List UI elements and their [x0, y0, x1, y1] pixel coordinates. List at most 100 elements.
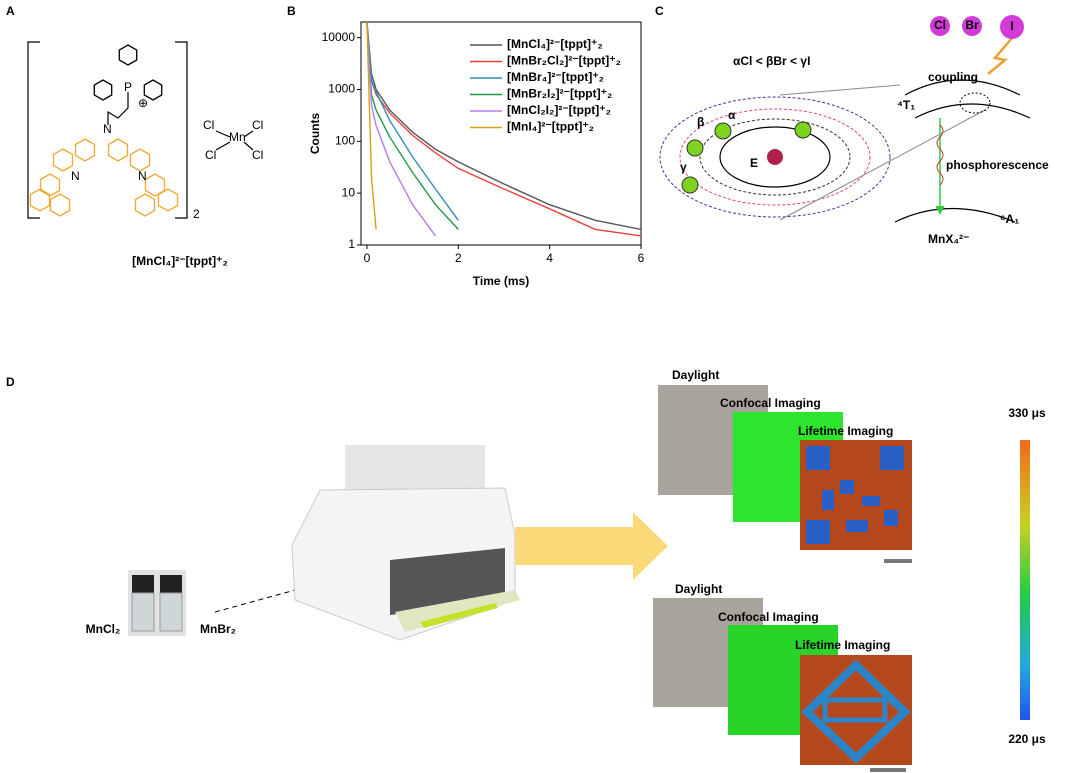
- chain: [107, 92, 129, 125]
- ring: [129, 148, 151, 172]
- coupling-site: [959, 92, 991, 114]
- vial-cap: [160, 575, 182, 593]
- halide: [930, 16, 950, 36]
- charge: ⊕: [138, 96, 148, 110]
- atom: Cl: [252, 148, 263, 162]
- atom: Cl: [252, 118, 263, 132]
- label: MnX₄²⁻: [928, 232, 969, 246]
- image-label: Lifetime Imaging: [798, 424, 893, 438]
- scale-bar: [884, 559, 912, 563]
- x-tick-label: 2: [455, 251, 462, 265]
- image-label: Confocal Imaging: [720, 396, 821, 410]
- ring: [29, 188, 51, 212]
- count: 2: [193, 207, 200, 221]
- atom: N: [103, 122, 112, 136]
- halide-label: I: [1010, 19, 1013, 33]
- printer-accent: [420, 603, 498, 628]
- decay-line: [366, 21, 437, 237]
- ring: [74, 138, 96, 162]
- vial: [159, 592, 183, 632]
- image-label: Daylight: [675, 582, 722, 596]
- vial-cap: [132, 575, 154, 593]
- label: β: [697, 115, 704, 129]
- panel-a: [27, 41, 254, 219]
- orbit: [679, 108, 871, 206]
- halide: [962, 16, 982, 36]
- pattern: [801, 659, 911, 764]
- label: ⁶A₁: [1000, 212, 1019, 226]
- ring: [93, 79, 113, 101]
- caption: [MnCl₄]²⁻[tppt]⁺₂: [132, 254, 228, 268]
- panel-label: D: [6, 375, 15, 389]
- halide-label: Br: [965, 18, 979, 32]
- energy-level: [894, 79, 1031, 223]
- coupling-arrow: [987, 37, 1013, 75]
- image-label: Daylight: [672, 368, 719, 382]
- atom: Mn: [229, 130, 246, 144]
- ring: [49, 193, 71, 217]
- y-tick-label: 10: [342, 185, 356, 199]
- nucleus: [767, 149, 783, 165]
- lifetime-image: [800, 655, 912, 765]
- arrowhead: [935, 205, 945, 216]
- atom: Cl: [205, 148, 216, 162]
- pattern: [822, 697, 888, 723]
- halide: [1000, 15, 1024, 39]
- y-axis-label: Counts: [308, 113, 322, 155]
- label: phosphorescence: [946, 158, 1049, 172]
- ring: [144, 173, 166, 197]
- solution-label: MnBr₂: [200, 622, 236, 636]
- x-tick-label: 4: [546, 251, 553, 265]
- colorbar-label: 220 μs: [1008, 732, 1046, 746]
- vial: [131, 592, 155, 632]
- decay-line: [366, 21, 459, 221]
- inequality: αCl < βBr < γI: [733, 54, 810, 68]
- ring: [39, 173, 61, 197]
- electron: [681, 176, 699, 194]
- label: coupling: [928, 70, 978, 84]
- solution-label: MnCl₂: [86, 622, 121, 636]
- x-tick-label: 0: [364, 251, 371, 265]
- atom: N: [71, 169, 80, 183]
- panel-c: [659, 15, 1031, 223]
- decay-line: [366, 21, 642, 231]
- ring: [143, 79, 163, 101]
- label: E: [750, 156, 758, 170]
- legend-label: [MnCl₂I₂]²⁻[tppt]⁺₂: [507, 103, 611, 117]
- image-label: Confocal Imaging: [718, 610, 819, 624]
- panel-label: C: [655, 4, 664, 18]
- panel-d: [128, 385, 1030, 772]
- legend-label: [MnCl₄]²⁻[tppt]⁺₂: [507, 37, 603, 51]
- arrow: [515, 512, 668, 580]
- electron: [714, 122, 732, 140]
- scale-bar: [870, 768, 906, 772]
- wave: [936, 124, 944, 186]
- colorbar-label: 330 μs: [1008, 406, 1046, 420]
- qr-pattern: [806, 446, 904, 544]
- decay-line: [366, 21, 377, 230]
- chart: 0 2 4 6 1 10 100 1000 10000 Time (ms) Counts [MnCl₄…: [308, 21, 645, 288]
- x-tick-label: 6: [638, 251, 645, 265]
- bonds: [215, 130, 254, 151]
- ring: [118, 44, 138, 66]
- orbit: [659, 96, 891, 218]
- colorbar: [1020, 440, 1030, 720]
- structure: [29, 44, 179, 217]
- zoom-line: [779, 84, 986, 221]
- y-tick-label: 1: [348, 237, 355, 251]
- ring: [134, 193, 156, 217]
- decay-line: [366, 21, 459, 230]
- y-tick-label: 100: [335, 133, 355, 147]
- image-label: Lifetime Imaging: [795, 638, 890, 652]
- plot-frame: [360, 21, 642, 246]
- label: γ: [680, 160, 687, 174]
- orbit: [699, 118, 851, 196]
- bracket: [175, 41, 188, 219]
- legend-label: [MnI₄]²⁻[tppt]⁺₂: [507, 120, 594, 134]
- y-tick-label: 10000: [322, 30, 356, 44]
- legend-label: [MnBr₂I₂]²⁻[tppt]⁺₂: [507, 87, 612, 101]
- atom: N: [138, 169, 147, 183]
- legend-label: [MnBr₂Cl₂]²⁻[tppt]⁺₂: [507, 54, 621, 68]
- y-tick-label: 1000: [328, 82, 355, 96]
